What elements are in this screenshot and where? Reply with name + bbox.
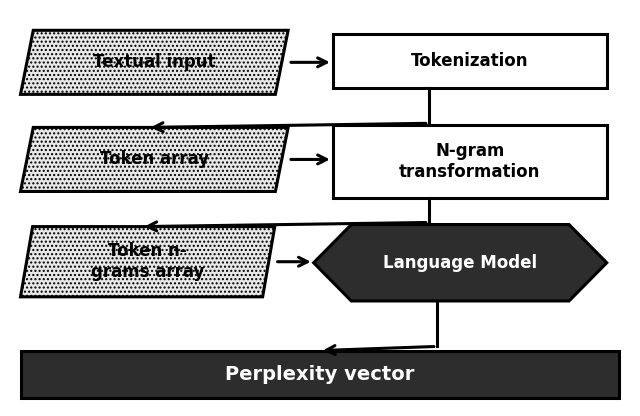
Bar — [20, 351, 620, 398]
Polygon shape — [20, 227, 275, 297]
Bar — [333, 35, 607, 88]
Text: Tokenization: Tokenization — [411, 52, 529, 70]
Text: Language Model: Language Model — [383, 254, 537, 272]
Polygon shape — [314, 225, 607, 301]
Text: Textual input: Textual input — [93, 53, 216, 71]
Text: Perplexity vector: Perplexity vector — [225, 365, 415, 384]
Bar — [333, 125, 607, 198]
Text: Token array: Token array — [100, 151, 209, 168]
Polygon shape — [20, 127, 288, 191]
Text: N-gram
transformation: N-gram transformation — [399, 142, 540, 181]
Text: Token n-
grams array: Token n- grams array — [91, 242, 204, 281]
Polygon shape — [20, 30, 288, 94]
